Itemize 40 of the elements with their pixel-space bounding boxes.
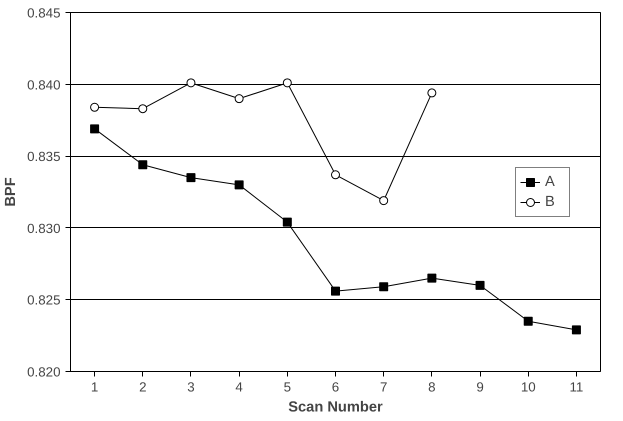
point xyxy=(138,104,148,114)
y-tick-label: 0.820 xyxy=(27,364,61,380)
point xyxy=(90,102,100,112)
point xyxy=(476,280,485,290)
y-tick-label: 0.830 xyxy=(27,220,61,236)
y-tick-label: 0.845 xyxy=(27,6,61,20)
point xyxy=(524,316,533,326)
point xyxy=(90,124,100,134)
x-tick-label: 6 xyxy=(332,380,340,394)
point xyxy=(331,170,340,180)
x-tick-label: 3 xyxy=(187,380,195,394)
x-tick-label: 11 xyxy=(569,380,584,394)
point xyxy=(234,94,244,104)
x-tick-label: 9 xyxy=(476,380,484,394)
legend-label: A xyxy=(545,174,556,190)
point xyxy=(186,78,196,88)
point xyxy=(138,160,148,170)
point xyxy=(427,274,436,283)
point xyxy=(379,282,388,292)
x-tick-label: 1 xyxy=(90,380,98,394)
point xyxy=(186,173,196,182)
x-tick-label: 5 xyxy=(284,380,292,394)
x-tick-label: 2 xyxy=(139,380,146,394)
point xyxy=(234,180,244,190)
point xyxy=(331,286,340,296)
point xyxy=(427,88,436,98)
point xyxy=(282,78,292,88)
legend-label: B xyxy=(545,194,556,210)
y-tick-label: 0.840 xyxy=(27,77,61,92)
point xyxy=(572,325,581,334)
x-tick-label: 4 xyxy=(235,380,244,394)
y-tick-label: 0.825 xyxy=(27,292,61,308)
y-tick-label: 0.835 xyxy=(27,149,61,164)
point xyxy=(282,218,292,227)
x-tick-label: 10 xyxy=(520,380,536,394)
x-tick-label: 8 xyxy=(428,380,436,394)
point xyxy=(379,196,388,206)
x-tick-label: 7 xyxy=(380,380,388,394)
x-axis-title: Scan Number xyxy=(288,400,384,416)
y-axis-title: BPF xyxy=(3,177,20,207)
